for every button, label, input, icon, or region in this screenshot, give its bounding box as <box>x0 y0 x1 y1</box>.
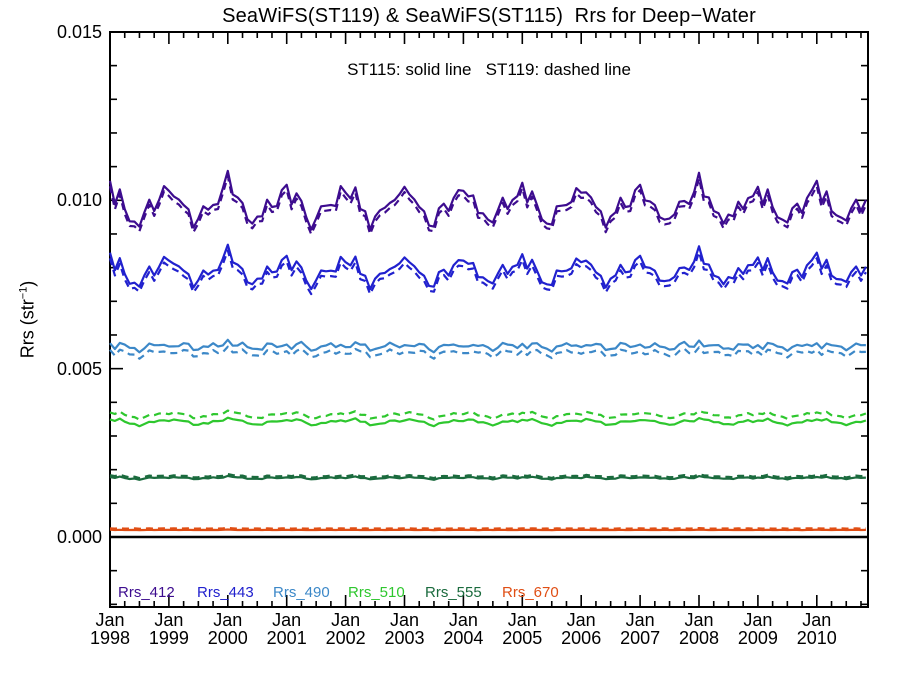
series-Rrs_490-solid-st115 <box>109 338 866 354</box>
plot-frame <box>109 31 869 608</box>
y-axis-label-close: ) <box>17 280 38 287</box>
y-tick-label: 0.010 <box>56 190 102 211</box>
x-tick-label: Jan 1999 <box>148 610 189 648</box>
series-Rrs_412-dashed-st119 <box>108 175 867 236</box>
x-tick-label: Jan 2004 <box>443 610 484 648</box>
legend-item: Rrs_670 <box>502 584 559 601</box>
x-tick-label: Jan 2003 <box>384 610 425 648</box>
legend-item: Rrs_490 <box>273 584 330 601</box>
x-tick-label: Jan 2005 <box>502 610 543 648</box>
x-tick-label: Jan 2008 <box>678 610 720 648</box>
x-tick-label: Jan 2000 <box>207 610 248 648</box>
legend-item: Rrs_510 <box>348 584 405 601</box>
x-tick-label: Jan 1998 <box>89 610 131 648</box>
series-Rrs_670-dashed-st119 <box>109 526 866 530</box>
x-tick-label: Jan 2010 <box>796 610 837 648</box>
y-axis-label-text: Rrs (str <box>17 299 38 359</box>
series-Rrs_510-dashed-st119 <box>109 409 867 421</box>
legend-item: Rrs_555 <box>425 584 482 601</box>
y-tick-label: 0.005 <box>56 358 102 379</box>
y-axis-label: Rrs (str−1) <box>18 220 39 420</box>
line-style-annotation: ST115: solid line ST119: dashed line <box>347 60 631 79</box>
y-tick-label: 0.000 <box>56 527 102 547</box>
x-tick-label: Jan 2002 <box>325 610 366 648</box>
y-tick-label: 0.015 <box>56 21 102 42</box>
series-Rrs_555-solid-st115 <box>109 474 866 481</box>
x-tick-label: Jan 2006 <box>561 610 602 648</box>
series-Rrs_443-dashed-st119 <box>108 249 867 296</box>
chart-title: SeaWiFS(ST119) & SeaWiFS(ST115) Rrs for … <box>222 5 756 27</box>
x-tick-label: Jan 2007 <box>620 610 661 648</box>
x-tick-label: Jan 2001 <box>266 610 307 648</box>
legend-item: Rrs_443 <box>197 584 254 601</box>
x-tick-label: Jan 2009 <box>737 610 778 648</box>
series-Rrs_443-solid-st115 <box>108 243 867 291</box>
y-axis-label-exponent: −1 <box>17 286 30 300</box>
series-Rrs_555-dashed-st119 <box>109 473 866 480</box>
legend-item: Rrs_412 <box>118 584 175 601</box>
series-Rrs_670-solid-st115 <box>109 528 866 532</box>
series-Rrs_490-dashed-st119 <box>109 345 866 360</box>
series-Rrs_412-solid-st115 <box>108 169 867 231</box>
series-Rrs_510-solid-st115 <box>109 416 867 428</box>
